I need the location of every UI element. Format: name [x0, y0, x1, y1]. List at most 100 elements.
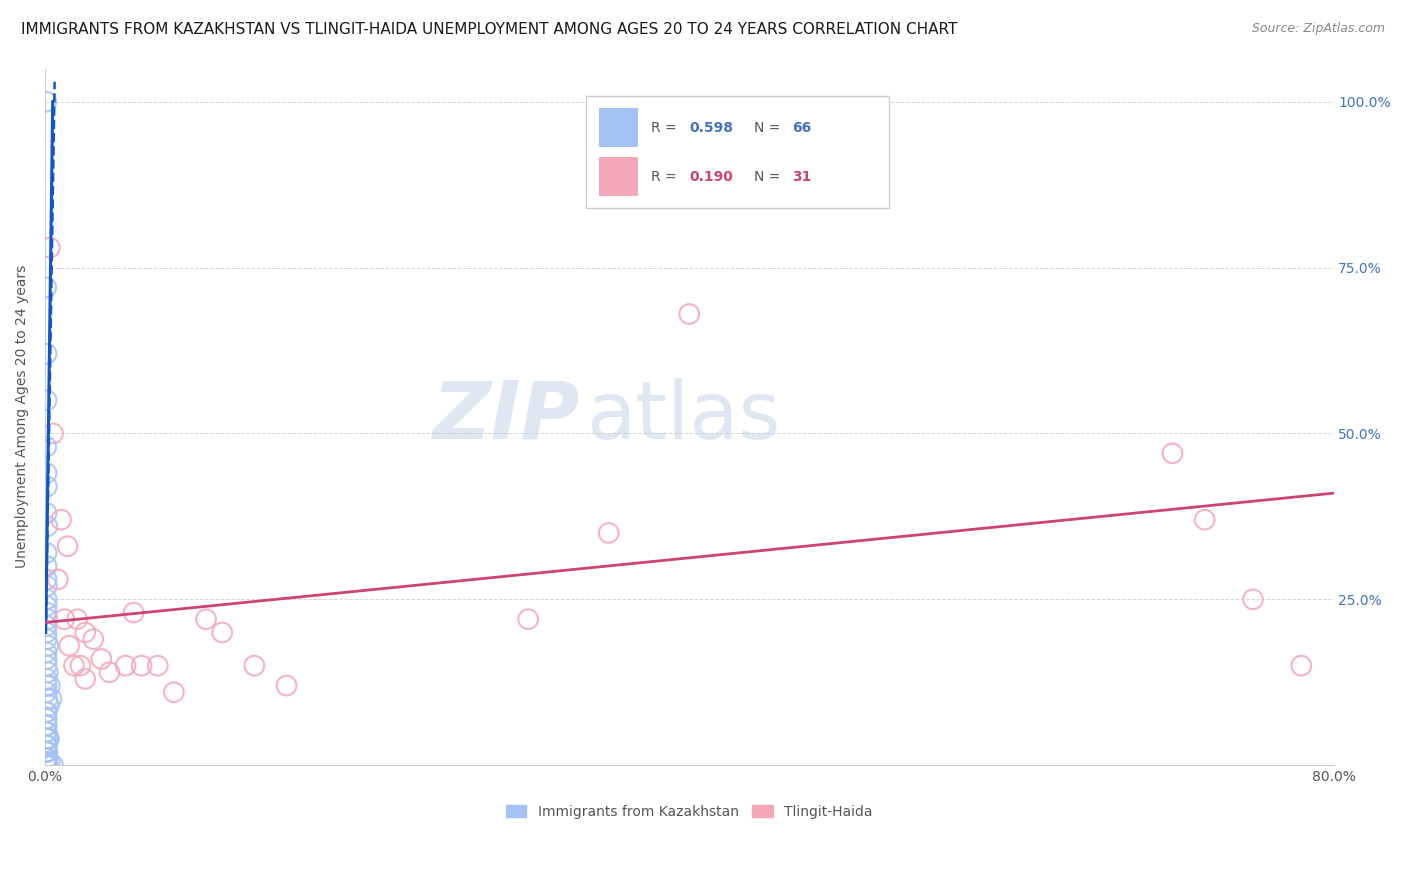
Point	[35, 757, 58, 772]
Point	[35, 725, 58, 739]
Point	[35, 652, 58, 666]
Point	[58, 639, 80, 653]
Point	[35, 625, 58, 640]
Point	[35, 606, 58, 620]
Point	[35, 751, 58, 765]
Text: N =: N =	[754, 169, 785, 184]
Point	[35, 347, 58, 361]
Point	[35, 725, 58, 739]
Point	[37, 731, 59, 746]
Point	[35, 467, 58, 481]
Text: 0.190: 0.190	[689, 169, 733, 184]
Point	[35, 739, 58, 753]
Point	[35, 758, 58, 772]
Point	[37, 612, 59, 626]
Text: IMMIGRANTS FROM KAZAKHSTAN VS TLINGIT-HAIDA UNEMPLOYMENT AMONG AGES 20 TO 24 YEA: IMMIGRANTS FROM KAZAKHSTAN VS TLINGIT-HA…	[21, 22, 957, 37]
Y-axis label: Unemployment Among Ages 20 to 24 years: Unemployment Among Ages 20 to 24 years	[15, 265, 30, 568]
Point	[41, 691, 63, 706]
Text: Source: ZipAtlas.com: Source: ZipAtlas.com	[1251, 22, 1385, 36]
Point	[53, 612, 76, 626]
Point	[35, 280, 58, 294]
Point	[35, 440, 58, 454]
Point	[35, 756, 58, 771]
Point	[35, 619, 58, 633]
Point	[35, 573, 58, 587]
Point	[35, 758, 58, 772]
Point	[35, 705, 58, 719]
Point	[35, 751, 58, 765]
Point	[35, 739, 58, 753]
Point	[35, 592, 58, 607]
Point	[35, 506, 58, 520]
Point	[35, 658, 58, 673]
Point	[35, 751, 58, 765]
Point	[35, 731, 58, 746]
Point	[276, 679, 298, 693]
Point	[195, 612, 218, 626]
Point	[63, 658, 86, 673]
Point	[38, 731, 60, 746]
Point	[35, 632, 58, 646]
Point	[56, 539, 79, 553]
Point	[35, 393, 58, 408]
Point	[131, 658, 153, 673]
Legend: Immigrants from Kazakhstan, Tlingit-Haida: Immigrants from Kazakhstan, Tlingit-Haid…	[501, 799, 879, 824]
Point	[98, 665, 121, 680]
Point	[35, 725, 58, 739]
FancyBboxPatch shape	[586, 96, 889, 208]
Point	[517, 612, 540, 626]
Point	[35, 712, 58, 726]
Text: 66: 66	[793, 120, 811, 135]
Text: ZIP: ZIP	[432, 378, 579, 456]
Point	[46, 573, 69, 587]
Point	[35, 718, 58, 732]
Point	[37, 745, 59, 759]
Point	[1194, 513, 1216, 527]
Point	[163, 685, 186, 699]
Point	[42, 426, 65, 441]
Point	[35, 479, 58, 493]
Point	[35, 645, 58, 659]
Point	[35, 672, 58, 686]
Point	[35, 579, 58, 593]
Point	[35, 559, 58, 574]
Point	[38, 755, 60, 769]
Point	[35, 95, 58, 109]
Point	[598, 525, 620, 540]
Point	[75, 672, 97, 686]
Point	[243, 658, 266, 673]
Point	[82, 632, 104, 646]
Point	[75, 625, 97, 640]
Point	[35, 756, 58, 771]
Point	[35, 758, 58, 772]
Point	[35, 739, 58, 753]
Point	[1241, 592, 1264, 607]
Point	[35, 757, 58, 772]
Text: R =: R =	[651, 120, 681, 135]
Point	[1161, 446, 1184, 460]
Point	[37, 691, 59, 706]
Point	[38, 241, 60, 255]
Text: 0.598: 0.598	[689, 120, 734, 135]
Point	[66, 612, 89, 626]
Point	[35, 745, 58, 759]
Point	[35, 546, 58, 560]
Point	[35, 745, 58, 759]
Text: 31: 31	[793, 169, 811, 184]
Point	[35, 685, 58, 699]
Point	[90, 652, 112, 666]
Point	[122, 606, 145, 620]
Point	[1291, 658, 1313, 673]
Point	[37, 639, 59, 653]
Point	[146, 658, 169, 673]
Point	[38, 698, 60, 713]
Point	[38, 679, 60, 693]
Point	[69, 658, 91, 673]
Point	[211, 625, 233, 640]
Point	[37, 519, 59, 533]
Point	[35, 755, 58, 769]
Point	[42, 758, 65, 772]
Point	[35, 712, 58, 726]
Point	[35, 705, 58, 719]
FancyBboxPatch shape	[599, 158, 638, 196]
